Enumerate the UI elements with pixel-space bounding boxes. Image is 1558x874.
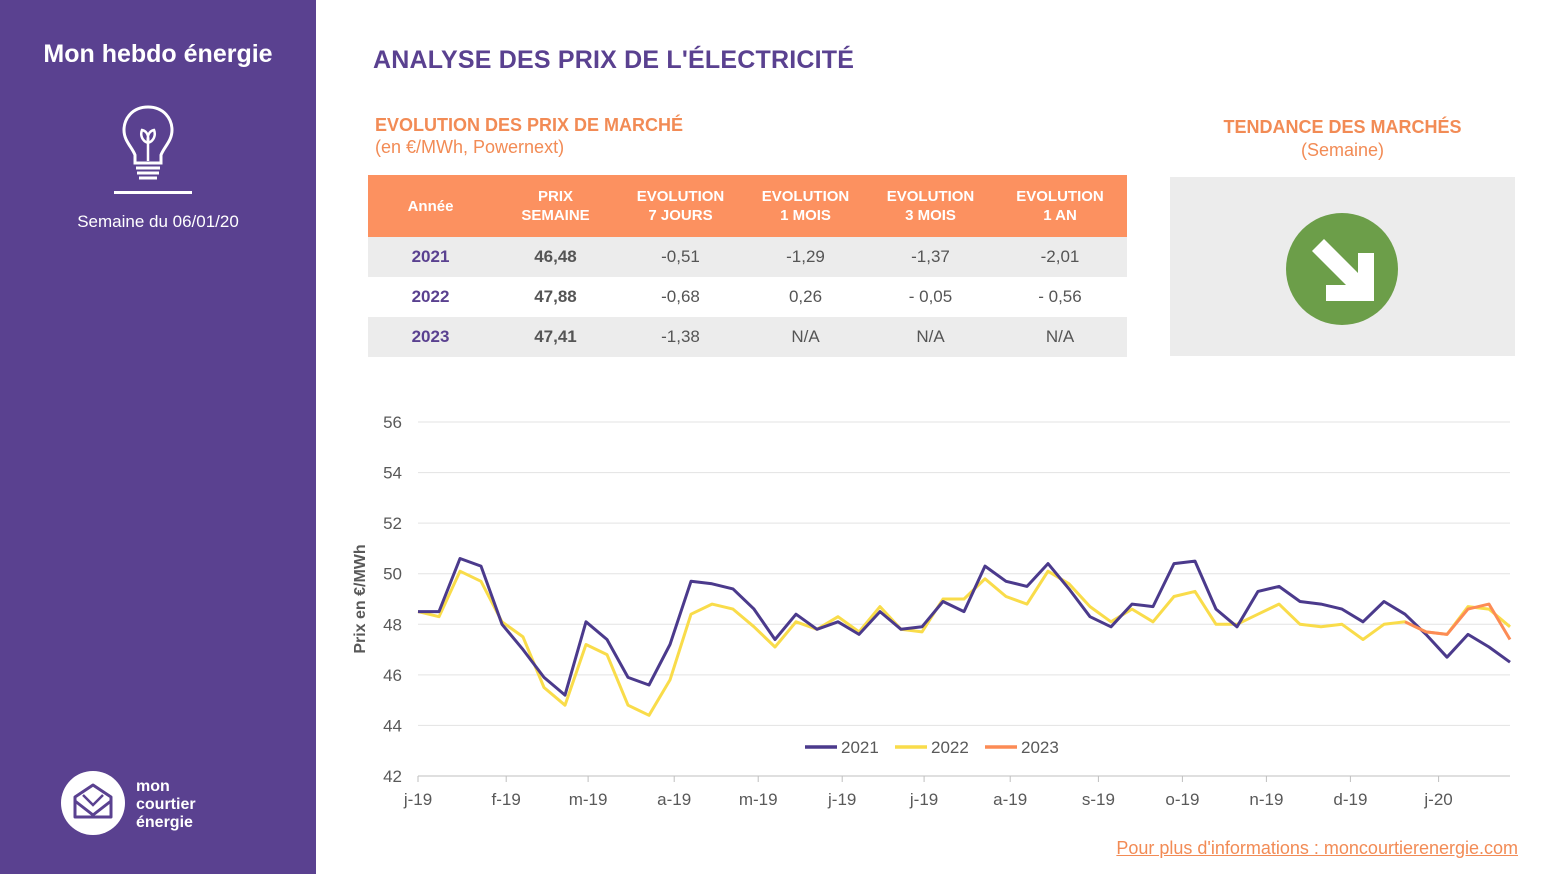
x-tick-label: o-19 [1165,790,1199,809]
cell-evol-1m: 0,26 [788,287,823,306]
y-axis-label: Prix en €/MWh [352,544,369,653]
brand-name: mon courtier énergie [136,778,196,832]
table-row: 2021 46,48 -0,51 -1,29 -1,37 -2,01 [368,237,1127,277]
x-tick-label: s-19 [1082,790,1115,809]
week-label: Semaine du 06/01/20 [77,212,239,231]
x-tick-label: j-19 [909,790,938,809]
col-header-1month: EVOLUTION 1 MOIS [743,175,868,237]
cell-price: 47,88 [534,287,577,306]
evolution-title: EVOLUTION DES PRIX DE MARCHÉ [375,115,684,135]
cell-evol-3m: -1,37 [868,237,993,277]
col-header-price: PRIX SEMAINE [493,175,618,237]
cell-price: 47,41 [493,317,618,357]
info-link[interactable]: Pour plus d'informations : moncourtieren… [1116,838,1518,858]
cell-year: 2022 [411,287,450,306]
brand-line-2: courtier [136,796,196,813]
cell-evol-1y: - 0,56 [1038,287,1082,306]
x-tick-label: a-19 [657,790,691,809]
x-tick-label: d-19 [1333,790,1367,809]
brand-line-1: mon [136,778,170,795]
y-tick-label: 50 [383,565,402,584]
sidebar-divider [114,191,192,194]
col-header-1year: EVOLUTION 1 AN [993,175,1127,237]
cell-evol-3m: N/A [868,317,993,357]
envelope-icon [73,783,113,819]
trend-panel [1170,177,1515,356]
series-line-2023 [1404,602,1512,641]
series-line-2022 [417,569,1511,717]
app-title: Mon hebdo énergie [43,40,273,68]
x-tick-label: j-19 [827,790,856,809]
cell-year: 2021 [368,237,493,277]
y-tick-label: 44 [383,716,402,735]
cell-evol-1y: -2,01 [993,237,1127,277]
cell-evol-1m: -1,29 [743,237,868,277]
cell-price: 46,48 [493,237,618,277]
y-tick-label: 42 [383,767,402,786]
cell-evol-3m: - 0,05 [908,287,953,306]
y-tick-label: 46 [383,666,402,685]
cell-year: 2023 [368,317,493,357]
price-table: Année PRIX SEMAINE EVOLUTION 7 JOURS EVOLU… [368,175,1127,357]
cell-evol-7d: -1,38 [618,317,743,357]
price-line-chart: 42 44 46 48 50 52 54 56 j-19 f-19 m-19 a-19 m-19 j-19… [352,413,1512,809]
x-tick-label: f-19 [492,790,521,809]
col-header-year: Année [368,175,493,237]
y-tick-label: 52 [383,514,402,533]
x-tick-label: n-19 [1249,790,1283,809]
table-row: 2022 47,88 -0,68 0,26 - 0,05 - 0,56 [368,277,1127,317]
table-header-row: Année PRIX SEMAINE EVOLUTION 7 JOURS EVOLU… [368,175,1127,237]
x-tick-label: m-19 [739,790,778,809]
y-tick-label: 56 [383,413,402,432]
col-header-3months: EVOLUTION 3 MOIS [868,175,993,237]
cell-evol-1y: N/A [993,317,1127,357]
brand-line-3: énergie [136,814,193,831]
cell-evol-7d: -0,51 [618,237,743,277]
cell-evol-7d: -0,68 [661,287,700,306]
x-tick-label: m-19 [569,790,608,809]
x-tick-label: j-20 [1423,790,1452,809]
sidebar: Mon hebdo énergie Semaine du 06/01/20 mo… [0,0,316,874]
trend-title: TENDANCE DES MARCHÉS [1223,117,1462,137]
trend-subtitle: (Semaine) [1300,140,1385,160]
evolution-subtitle: (en €/MWh, Powernext) [375,137,565,157]
x-tick-label: a-19 [993,790,1027,809]
page-title: ANALYSE DES PRIX DE L'ÉLECTRICITÉ [373,46,855,74]
legend-label: 2023 [1021,738,1059,757]
legend-label: 2022 [931,738,969,757]
y-tick-label: 48 [383,615,402,634]
legend-label: 2021 [841,738,879,757]
down-right-arrow-icon [1286,213,1398,325]
lightbulb-icon [122,105,174,180]
table-row: 2023 47,41 -1,38 N/A N/A N/A [368,317,1127,357]
y-tick-label: 54 [383,464,402,483]
x-tick-label: j-19 [403,790,432,809]
series-line-2021 [418,557,1511,697]
col-header-7days: EVOLUTION 7 JOURS [618,175,743,237]
brand-logo [61,771,125,835]
cell-evol-1m: N/A [743,317,868,357]
